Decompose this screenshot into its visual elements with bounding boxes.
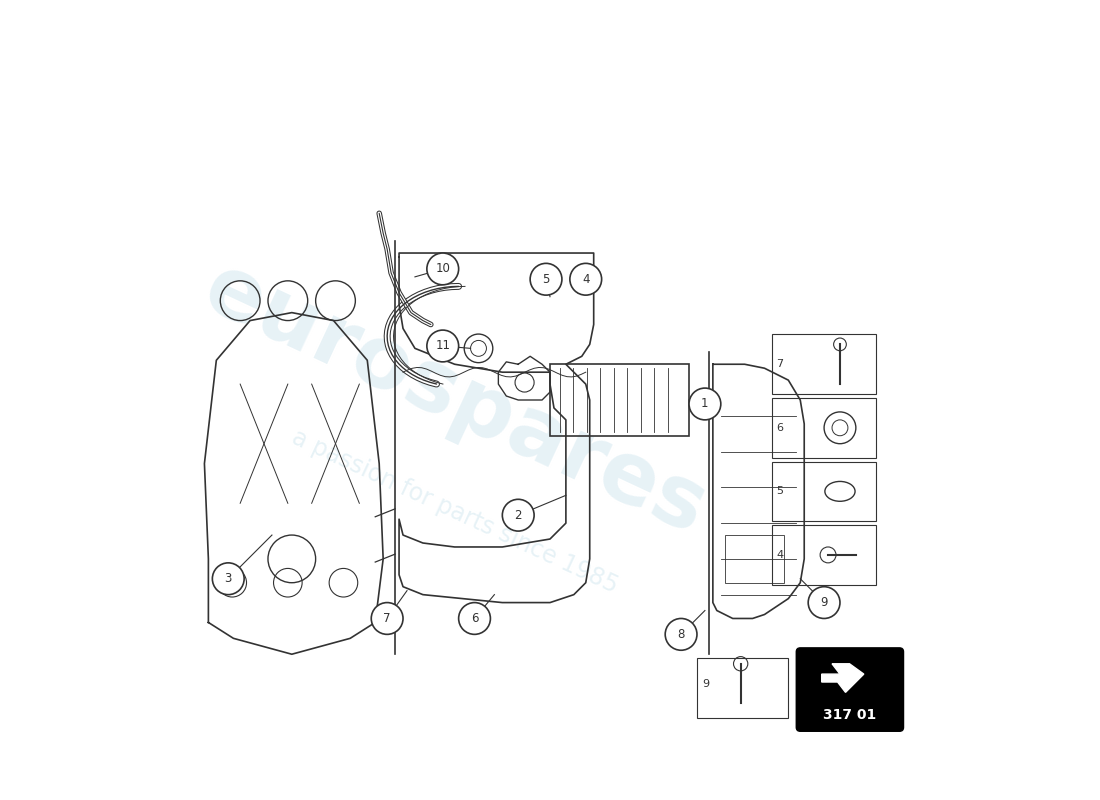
Circle shape [689, 388, 720, 420]
Text: 7: 7 [777, 359, 783, 370]
Bar [725, 535, 784, 582]
Text: 5: 5 [542, 273, 550, 286]
Text: 6: 6 [777, 423, 783, 433]
Circle shape [212, 563, 244, 594]
Bar [772, 334, 876, 394]
Text: 9: 9 [703, 679, 710, 690]
Text: 10: 10 [436, 262, 450, 275]
Circle shape [666, 618, 697, 650]
Circle shape [427, 330, 459, 362]
Text: a passion for parts since 1985: a passion for parts since 1985 [288, 425, 622, 598]
Bar [550, 364, 689, 436]
Text: 4: 4 [582, 273, 590, 286]
Circle shape [570, 263, 602, 295]
Text: 2: 2 [515, 509, 522, 522]
Bar [697, 658, 789, 718]
Text: 6: 6 [471, 612, 478, 625]
Text: 3: 3 [224, 572, 232, 586]
Text: eurospares: eurospares [190, 247, 719, 553]
FancyBboxPatch shape [796, 648, 903, 731]
Text: 7: 7 [384, 612, 390, 625]
Text: 1: 1 [701, 398, 708, 410]
Text: 11: 11 [436, 339, 450, 353]
Circle shape [459, 602, 491, 634]
Circle shape [427, 253, 459, 285]
Circle shape [808, 586, 840, 618]
Polygon shape [822, 664, 864, 692]
Text: 8: 8 [678, 628, 685, 641]
Circle shape [503, 499, 535, 531]
Bar [772, 462, 876, 521]
Bar [772, 525, 876, 585]
Text: 9: 9 [821, 596, 828, 609]
Circle shape [372, 602, 403, 634]
Text: 4: 4 [777, 550, 783, 560]
Text: 317 01: 317 01 [823, 708, 876, 722]
Text: 5: 5 [777, 486, 783, 496]
Circle shape [530, 263, 562, 295]
Bar [772, 398, 876, 458]
